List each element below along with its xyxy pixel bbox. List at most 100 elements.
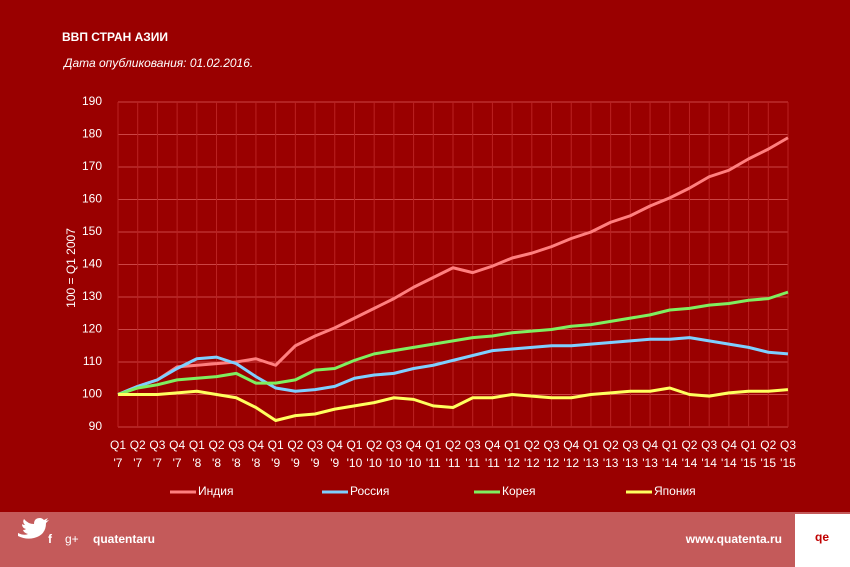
x-tick-quarter: Q1 xyxy=(583,438,599,452)
x-tick-quarter: Q1 xyxy=(662,438,678,452)
y-tick-label: 100 xyxy=(82,387,102,401)
x-tick-year: '9 xyxy=(291,456,300,470)
x-tick-label: Q4'7 xyxy=(169,438,185,470)
x-tick-year: '14 xyxy=(662,456,678,470)
x-tick-label: Q3'10 xyxy=(386,438,402,470)
x-tick-label: Q3'13 xyxy=(622,438,638,470)
x-tick-quarter: Q1 xyxy=(346,438,362,452)
y-tick-label: 130 xyxy=(82,289,102,303)
y-tick-label: 180 xyxy=(82,127,102,141)
x-tick-year: '7 xyxy=(114,456,123,470)
x-tick-label: Q2'9 xyxy=(287,438,303,470)
x-tick-quarter: Q4 xyxy=(327,438,343,452)
x-tick-label: Q2'14 xyxy=(681,438,697,470)
x-tick-label: Q1'11 xyxy=(425,438,441,470)
y-tick-label: 120 xyxy=(82,322,102,336)
x-tick-label: Q2'12 xyxy=(524,438,540,470)
x-tick-quarter: Q1 xyxy=(189,438,205,452)
y-tick-label: 150 xyxy=(82,224,102,238)
x-tick-quarter: Q2 xyxy=(603,438,619,452)
y-tick-label: 90 xyxy=(89,419,103,433)
x-tick-year: '8 xyxy=(192,456,201,470)
x-tick-quarter: Q1 xyxy=(268,438,284,452)
x-tick-quarter: Q1 xyxy=(741,438,757,452)
logo-box xyxy=(795,514,850,567)
twitter-icon[interactable] xyxy=(18,518,49,539)
x-tick-quarter: Q3 xyxy=(465,438,481,452)
x-tick-label: Q2'10 xyxy=(366,438,382,470)
x-tick-quarter: Q1 xyxy=(110,438,126,452)
x-tick-label: Q4'9 xyxy=(327,438,343,470)
x-tick-quarter: Q3 xyxy=(307,438,323,452)
x-tick-label: Q4'11 xyxy=(484,438,500,470)
social-handle[interactable]: quatentaru xyxy=(93,532,155,546)
x-tick-label: Q1'10 xyxy=(346,438,362,470)
x-tick-year: '10 xyxy=(366,456,382,470)
x-tick-label: Q1'15 xyxy=(741,438,757,470)
x-tick-label: Q1'14 xyxy=(662,438,678,470)
logo: qe xyxy=(815,530,829,544)
x-tick-year: '11 xyxy=(485,456,500,470)
legend-label: Япония xyxy=(654,484,696,498)
y-tick-label: 140 xyxy=(82,257,102,271)
x-tick-label: Q1'12 xyxy=(504,438,520,470)
x-tick-year: '9 xyxy=(330,456,339,470)
x-tick-year: '11 xyxy=(465,456,480,470)
x-tick-year: '13 xyxy=(623,456,639,470)
x-tick-quarter: Q2 xyxy=(209,438,225,452)
x-tick-year: '11 xyxy=(446,456,461,470)
x-tick-quarter: Q2 xyxy=(760,438,776,452)
x-tick-year: '13 xyxy=(642,456,658,470)
series-line xyxy=(117,290,789,396)
x-tick-label: Q3'9 xyxy=(307,438,323,470)
x-tick-quarter: Q3 xyxy=(228,438,244,452)
x-tick-year: '7 xyxy=(173,456,182,470)
x-tick-year: '13 xyxy=(603,456,619,470)
x-tick-year: '10 xyxy=(347,456,363,470)
x-tick-label: Q3'12 xyxy=(544,438,560,470)
x-tick-quarter: Q4 xyxy=(563,438,579,452)
x-tick-label: Q3'11 xyxy=(465,438,481,470)
y-tick-label: 170 xyxy=(82,159,102,173)
x-tick-quarter: Q2 xyxy=(681,438,697,452)
x-tick-label: Q4'10 xyxy=(406,438,422,470)
x-tick-label: Q4'8 xyxy=(248,438,264,470)
x-tick-year: '8 xyxy=(212,456,221,470)
x-tick-year: '12 xyxy=(544,456,560,470)
x-tick-year: '9 xyxy=(311,456,320,470)
y-tick-label: 190 xyxy=(82,94,102,108)
x-tick-label: Q1'7 xyxy=(110,438,126,470)
x-tick-quarter: Q3 xyxy=(701,438,717,452)
series-line xyxy=(117,336,789,396)
x-tick-quarter: Q2 xyxy=(366,438,382,452)
footer xyxy=(0,512,850,567)
x-tick-year: '7 xyxy=(133,456,142,470)
x-tick-label: Q2'15 xyxy=(760,438,776,470)
x-tick-year: '15 xyxy=(760,456,776,470)
x-tick-label: Q3'7 xyxy=(149,438,165,470)
x-tick-label: Q3'8 xyxy=(228,438,244,470)
x-tick-label: Q2'8 xyxy=(209,438,225,470)
site-url[interactable]: www.quatenta.ru xyxy=(685,532,782,546)
x-tick-quarter: Q4 xyxy=(169,438,185,452)
x-tick-year: '14 xyxy=(721,456,737,470)
x-tick-quarter: Q3 xyxy=(149,438,165,452)
legend-label: Россия xyxy=(350,484,389,498)
x-tick-quarter: Q3 xyxy=(544,438,560,452)
facebook-icon[interactable]: f xyxy=(48,532,53,546)
x-tick-quarter: Q3 xyxy=(386,438,402,452)
x-tick-year: '10 xyxy=(386,456,402,470)
x-tick-label: Q3'15 xyxy=(780,438,796,470)
gplus-icon[interactable]: g+ xyxy=(65,532,79,546)
series-line xyxy=(118,386,789,422)
x-tick-label: Q1'13 xyxy=(583,438,599,470)
x-tick-label: Q4'13 xyxy=(642,438,658,470)
x-tick-label: Q2'13 xyxy=(603,438,619,470)
x-tick-year: '9 xyxy=(271,456,280,470)
x-tick-year: '8 xyxy=(251,456,260,470)
x-tick-year: '15 xyxy=(741,456,757,470)
x-tick-quarter: Q1 xyxy=(504,438,520,452)
x-tick-quarter: Q4 xyxy=(406,438,422,452)
x-tick-quarter: Q2 xyxy=(524,438,540,452)
